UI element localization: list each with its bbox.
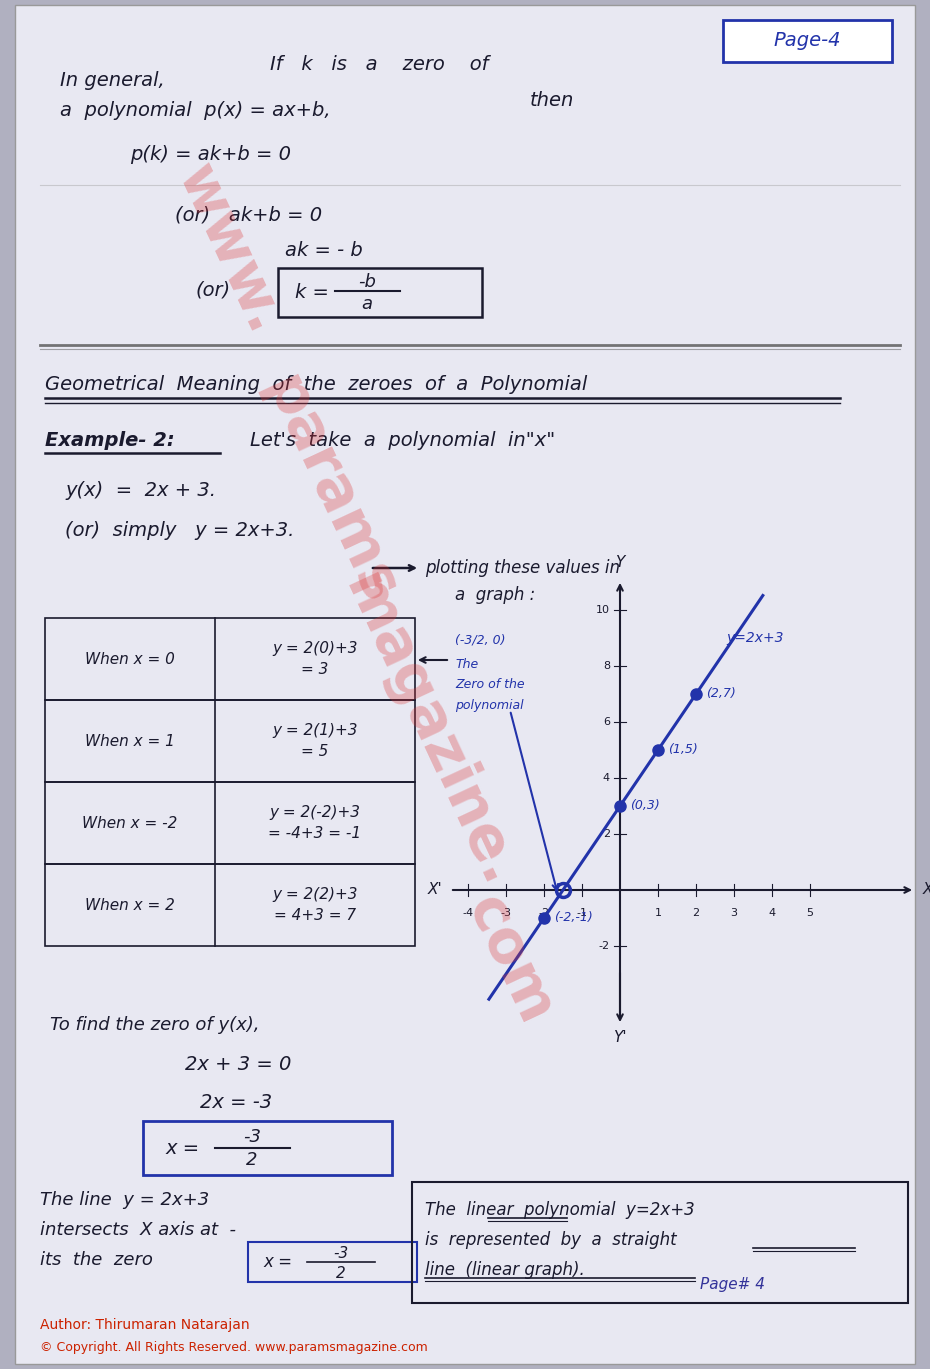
Text: com: com <box>456 887 565 1034</box>
Text: a: a <box>362 294 373 314</box>
Text: = 3: = 3 <box>301 661 328 676</box>
Text: The line  y = 2x+3: The line y = 2x+3 <box>40 1191 209 1209</box>
Text: 1: 1 <box>655 908 661 919</box>
Text: -b: -b <box>358 272 376 292</box>
Text: = 5: = 5 <box>301 743 328 758</box>
Text: x =: x = <box>165 1139 206 1158</box>
Text: a  polynomial  p(x) = ax+b,: a polynomial p(x) = ax+b, <box>60 100 331 119</box>
Text: To find the zero of y(x),: To find the zero of y(x), <box>50 1016 259 1034</box>
Text: p(k) = ak+b = 0: p(k) = ak+b = 0 <box>130 145 291 164</box>
Text: If   k   is   a    zero    of: If k is a zero of <box>270 56 488 74</box>
Text: 2: 2 <box>246 1151 258 1169</box>
Text: Y: Y <box>616 554 625 570</box>
Text: -3: -3 <box>500 908 512 919</box>
Text: Author: Thirumaran Natarajan: Author: Thirumaran Natarajan <box>40 1318 249 1332</box>
Text: line  (linear graph).: line (linear graph). <box>425 1261 585 1279</box>
Text: © Copyright. All Rights Reserved. www.paramsmagazine.com: © Copyright. All Rights Reserved. www.pa… <box>40 1342 428 1354</box>
Bar <box>45 617 415 700</box>
Text: When x = -2: When x = -2 <box>83 816 178 831</box>
Text: 2: 2 <box>336 1265 346 1280</box>
Text: 2: 2 <box>693 908 699 919</box>
Bar <box>45 782 415 864</box>
Text: (or)  simply   y = 2x+3.: (or) simply y = 2x+3. <box>65 520 295 539</box>
Text: its  the  zero: its the zero <box>40 1251 153 1269</box>
Text: x =: x = <box>263 1253 298 1270</box>
Text: plotting these values in: plotting these values in <box>425 559 620 576</box>
Text: k =: k = <box>295 283 329 303</box>
Bar <box>45 864 415 946</box>
Text: 5: 5 <box>806 908 814 919</box>
Text: -3: -3 <box>333 1246 349 1261</box>
Text: When x = 2: When x = 2 <box>85 898 175 913</box>
Text: 8: 8 <box>603 661 610 671</box>
Text: Page# 4: Page# 4 <box>700 1277 765 1292</box>
Text: In general,: In general, <box>60 70 165 89</box>
Text: intersects  X axis at  -: intersects X axis at - <box>40 1221 236 1239</box>
Text: = -4+3 = -1: = -4+3 = -1 <box>269 826 362 841</box>
Text: 4: 4 <box>768 908 776 919</box>
Text: -2: -2 <box>599 941 610 951</box>
Text: -4: -4 <box>462 908 473 919</box>
Text: 2: 2 <box>603 830 610 839</box>
Text: -1: -1 <box>577 908 588 919</box>
Text: -2: -2 <box>538 908 550 919</box>
Text: y=2x+3: y=2x+3 <box>726 631 784 645</box>
Text: (2,7): (2,7) <box>706 687 736 701</box>
Text: 3: 3 <box>730 908 737 919</box>
Text: Geometrical  Meaning  of  the  zeroes  of  a  Polynomial: Geometrical Meaning of the zeroes of a P… <box>45 375 587 394</box>
Text: Let's  take  a  polynomial  in"x": Let's take a polynomial in"x" <box>250 430 555 449</box>
Text: The: The <box>455 658 478 672</box>
Text: 4: 4 <box>603 773 610 783</box>
Text: 6: 6 <box>603 717 610 727</box>
Text: (-3/2, 0): (-3/2, 0) <box>455 634 506 646</box>
Text: X: X <box>923 883 930 898</box>
Text: a  graph :: a graph : <box>455 586 536 604</box>
Text: y = 2(-2)+3: y = 2(-2)+3 <box>270 805 361 820</box>
Text: (or)   ak+b = 0: (or) ak+b = 0 <box>175 205 322 225</box>
Text: X': X' <box>427 883 442 898</box>
Text: params: params <box>252 367 407 613</box>
Text: polynomial: polynomial <box>455 698 524 712</box>
Bar <box>45 700 415 782</box>
Text: Example- 2:: Example- 2: <box>45 430 175 449</box>
Text: Page-4: Page-4 <box>773 31 841 51</box>
Text: y(x)  =  2x + 3.: y(x) = 2x + 3. <box>65 481 216 500</box>
Text: y = 2(1)+3: y = 2(1)+3 <box>272 723 358 738</box>
Text: Zero of the: Zero of the <box>455 679 525 691</box>
Text: is  represented  by  a  straight: is represented by a straight <box>425 1231 677 1249</box>
Text: = 4+3 = 7: = 4+3 = 7 <box>274 908 356 923</box>
Text: 2x = -3: 2x = -3 <box>200 1094 272 1113</box>
Text: (0,3): (0,3) <box>630 799 659 812</box>
Text: y = 2(0)+3: y = 2(0)+3 <box>272 642 358 657</box>
Text: (1,5): (1,5) <box>668 743 698 757</box>
Text: 10: 10 <box>596 605 610 615</box>
Text: www.: www. <box>166 156 294 344</box>
Text: -3: -3 <box>243 1128 261 1146</box>
Text: (-2,-1): (-2,-1) <box>554 912 592 924</box>
FancyBboxPatch shape <box>723 21 892 62</box>
Text: then: then <box>530 90 575 110</box>
Text: ak = - b: ak = - b <box>285 241 363 260</box>
Text: magazine.: magazine. <box>333 564 527 895</box>
Text: 2x + 3 = 0: 2x + 3 = 0 <box>185 1055 291 1075</box>
Text: The  linear  polynomial  y=2x+3: The linear polynomial y=2x+3 <box>425 1201 695 1218</box>
Text: When x = 0: When x = 0 <box>85 652 175 667</box>
Text: Y': Y' <box>613 1029 627 1045</box>
Text: (or): (or) <box>195 281 230 300</box>
Text: y = 2(2)+3: y = 2(2)+3 <box>272 887 358 902</box>
Text: When x = 1: When x = 1 <box>85 734 175 749</box>
